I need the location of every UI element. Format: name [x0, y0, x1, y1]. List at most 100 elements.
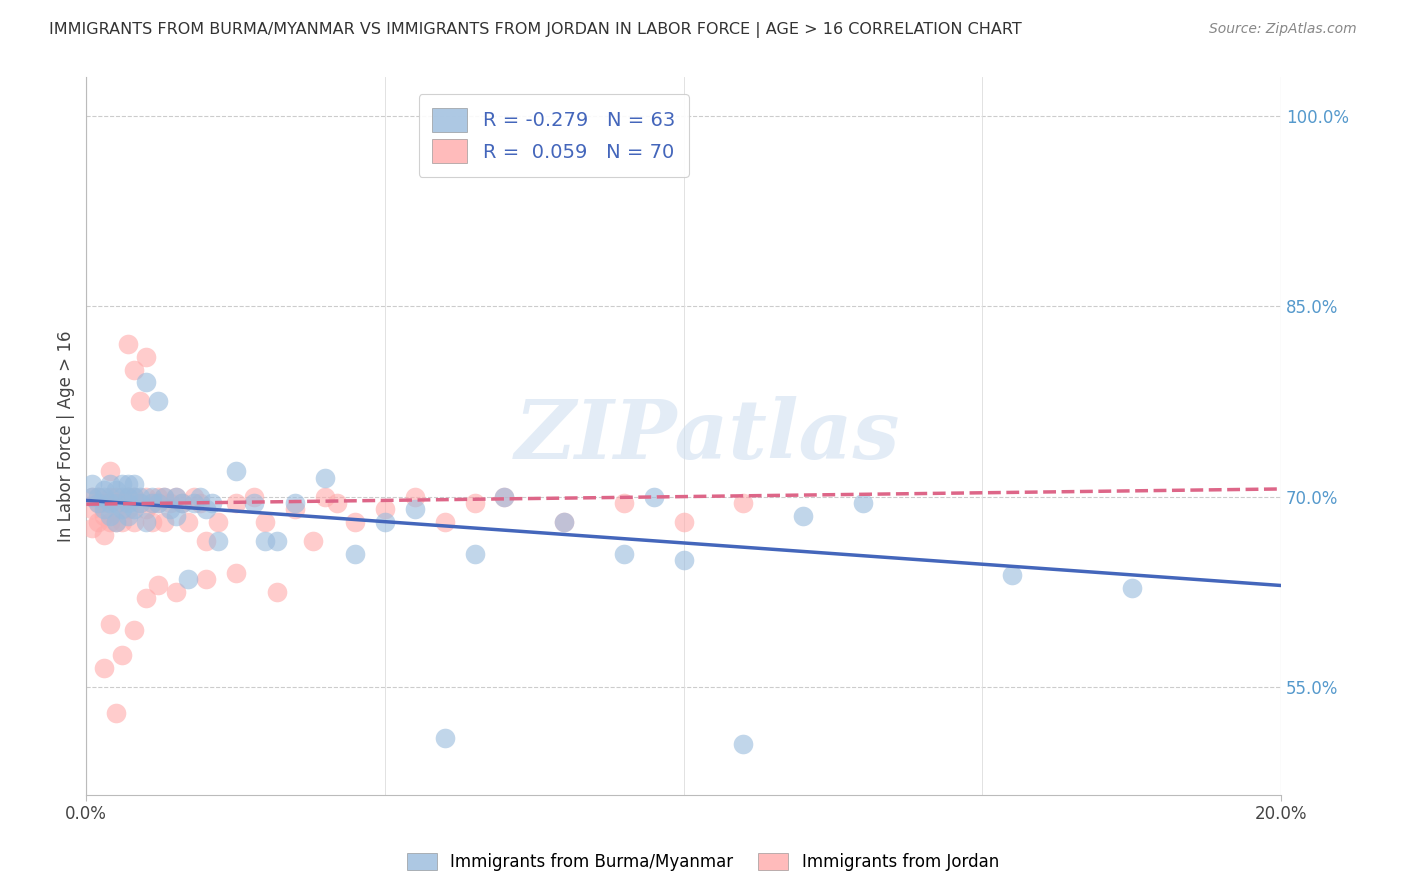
Text: ZIPatlas: ZIPatlas: [515, 396, 900, 476]
Point: [344, 547, 367, 561]
Point: [207, 515, 229, 529]
Point: [117, 502, 139, 516]
Point: [141, 515, 163, 529]
Point: [266, 585, 288, 599]
Text: Source: ZipAtlas.com: Source: ZipAtlas.com: [1209, 22, 1357, 37]
Point: [93, 508, 115, 523]
Y-axis label: In Labor Force | Age > 16: In Labor Force | Age > 16: [58, 331, 75, 542]
Point: [194, 502, 217, 516]
Point: [188, 490, 211, 504]
Point: [177, 515, 200, 529]
Point: [117, 508, 139, 523]
Point: [87, 496, 110, 510]
Point: [135, 515, 157, 529]
Point: [404, 502, 426, 516]
Point: [792, 508, 814, 523]
Point: [314, 490, 336, 504]
Point: [129, 394, 152, 409]
Point: [98, 515, 121, 529]
Point: [87, 515, 110, 529]
Point: [153, 490, 176, 504]
Point: [98, 490, 121, 504]
Point: [111, 476, 134, 491]
Point: [225, 464, 247, 478]
Point: [111, 496, 134, 510]
Point: [302, 534, 325, 549]
Text: IMMIGRANTS FROM BURMA/MYANMAR VS IMMIGRANTS FROM JORDAN IN LABOR FORCE | AGE > 1: IMMIGRANTS FROM BURMA/MYANMAR VS IMMIGRA…: [49, 22, 1022, 38]
Point: [242, 496, 264, 510]
Point: [194, 572, 217, 586]
Point: [1001, 568, 1024, 582]
Point: [146, 496, 169, 510]
Point: [433, 515, 456, 529]
Point: [165, 585, 187, 599]
Point: [165, 490, 187, 504]
Point: [82, 490, 104, 504]
Point: [643, 490, 665, 504]
Point: [122, 502, 145, 516]
Point: [93, 527, 115, 541]
Point: [82, 502, 104, 516]
Point: [93, 483, 115, 498]
Point: [105, 483, 128, 498]
Point: [135, 502, 157, 516]
Point: [122, 362, 145, 376]
Point: [111, 490, 134, 504]
Point: [98, 508, 121, 523]
Point: [105, 496, 128, 510]
Point: [153, 515, 176, 529]
Point: [98, 496, 121, 510]
Point: [146, 578, 169, 592]
Point: [93, 490, 115, 504]
Point: [135, 350, 157, 364]
Point: [146, 394, 169, 409]
Point: [165, 490, 187, 504]
Point: [105, 706, 128, 720]
Point: [170, 496, 193, 510]
Point: [141, 496, 163, 510]
Point: [201, 496, 224, 510]
Point: [117, 337, 139, 351]
Point: [98, 616, 121, 631]
Point: [111, 515, 134, 529]
Point: [105, 515, 128, 529]
Point: [122, 515, 145, 529]
Point: [82, 490, 104, 504]
Point: [374, 502, 396, 516]
Point: [146, 490, 169, 504]
Point: [135, 376, 157, 390]
Point: [225, 566, 247, 580]
Point: [374, 515, 396, 529]
Point: [146, 496, 169, 510]
Point: [98, 464, 121, 478]
Point: [129, 490, 152, 504]
Point: [553, 515, 575, 529]
Point: [170, 496, 193, 510]
Point: [129, 496, 152, 510]
Point: [105, 515, 128, 529]
Point: [82, 476, 104, 491]
Point: [117, 476, 139, 491]
Point: [165, 508, 187, 523]
Point: [135, 490, 157, 504]
Point: [344, 515, 367, 529]
Point: [105, 490, 128, 504]
Point: [141, 490, 163, 504]
Point: [314, 470, 336, 484]
Point: [117, 496, 139, 510]
Point: [129, 496, 152, 510]
Point: [177, 572, 200, 586]
Point: [188, 496, 211, 510]
Point: [111, 648, 134, 663]
Point: [82, 521, 104, 535]
Point: [733, 496, 755, 510]
Point: [852, 496, 875, 510]
Point: [613, 496, 636, 510]
Point: [117, 490, 139, 504]
Point: [494, 490, 516, 504]
Point: [266, 534, 288, 549]
Point: [254, 515, 277, 529]
Point: [733, 737, 755, 751]
Point: [242, 490, 264, 504]
Point: [141, 496, 163, 510]
